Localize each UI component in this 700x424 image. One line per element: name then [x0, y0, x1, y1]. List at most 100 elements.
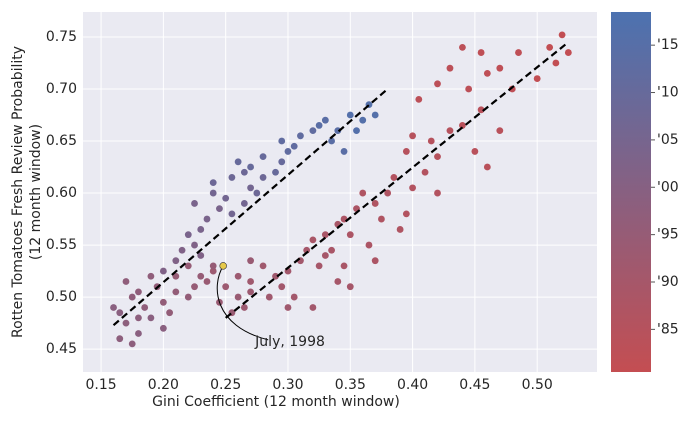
point — [116, 309, 124, 317]
point — [402, 148, 410, 155]
point — [197, 272, 205, 280]
colorbar-tick-label: '10 — [657, 85, 679, 101]
point — [446, 127, 454, 135]
point — [172, 272, 180, 280]
point — [159, 324, 167, 332]
annotation-arrow — [216, 265, 269, 341]
point — [546, 43, 554, 51]
point — [141, 304, 149, 311]
point — [378, 215, 385, 223]
point — [396, 226, 404, 233]
point — [259, 153, 267, 161]
point — [265, 293, 273, 301]
point — [135, 288, 142, 296]
point — [334, 278, 342, 285]
point — [197, 252, 205, 259]
point — [465, 85, 473, 93]
colorbar-tick-label: '95 — [657, 227, 679, 243]
point — [483, 163, 491, 171]
point — [309, 127, 317, 135]
point — [359, 116, 367, 124]
point — [359, 189, 367, 197]
point — [321, 116, 329, 124]
point — [496, 127, 504, 135]
point — [533, 75, 541, 82]
colorbar-tick-label: '00 — [657, 179, 679, 195]
y-axis-label: (12 month window) — [28, 124, 44, 260]
point — [247, 278, 254, 285]
point — [203, 215, 211, 223]
point — [191, 241, 198, 249]
x-tick-label: 0.15 — [85, 377, 116, 393]
point — [110, 304, 117, 311]
y-axis-label: Rotten Tomatoes Fresh Review Probability — [10, 46, 26, 338]
point — [228, 210, 236, 218]
point — [234, 293, 242, 301]
x-tick-label: 0.35 — [335, 377, 366, 393]
point — [390, 174, 398, 181]
point — [197, 226, 205, 233]
point — [209, 267, 217, 275]
point — [159, 298, 167, 306]
point — [434, 153, 441, 161]
colorbar-tick-label: '85 — [657, 321, 679, 337]
annotation-point — [219, 262, 227, 270]
trend-line — [112, 88, 389, 327]
point — [284, 304, 292, 311]
point — [184, 293, 192, 301]
point — [247, 288, 254, 296]
point — [409, 132, 416, 140]
point — [247, 163, 254, 171]
point — [191, 200, 198, 207]
point — [209, 262, 217, 270]
y-tick-label: 0.70 — [46, 81, 77, 97]
point — [321, 252, 329, 259]
point — [135, 330, 142, 337]
x-tick-label: 0.30 — [272, 377, 303, 393]
point — [340, 148, 348, 155]
point — [147, 272, 155, 280]
colorbar-tick-label: '15 — [657, 37, 679, 53]
point — [116, 335, 124, 343]
point — [290, 293, 298, 301]
point — [315, 122, 323, 129]
point — [328, 246, 335, 254]
point — [340, 262, 348, 270]
point — [122, 278, 130, 285]
y-tick-label: 0.60 — [46, 185, 77, 201]
point — [247, 184, 254, 192]
point — [234, 158, 242, 166]
point — [222, 194, 230, 202]
point — [564, 49, 572, 56]
point — [315, 262, 323, 270]
point — [353, 127, 360, 135]
point — [384, 189, 392, 197]
point — [515, 49, 522, 56]
point — [247, 257, 254, 265]
point — [278, 283, 286, 291]
point — [272, 272, 279, 280]
point — [309, 236, 317, 244]
point — [346, 283, 354, 291]
point — [259, 262, 267, 270]
point — [321, 231, 329, 239]
point — [147, 314, 155, 322]
point — [240, 168, 248, 176]
point — [178, 246, 186, 254]
x-tick-label: 0.45 — [459, 377, 490, 393]
point — [409, 184, 416, 192]
point — [483, 69, 491, 77]
annotation-text: July, 1998 — [254, 334, 325, 350]
point — [184, 262, 192, 270]
point — [552, 59, 560, 67]
point — [371, 257, 379, 265]
point — [290, 142, 298, 150]
y-tick-label: 0.50 — [46, 289, 77, 305]
point — [477, 49, 485, 56]
y-tick-label: 0.55 — [46, 237, 77, 253]
x-tick-label: 0.40 — [397, 377, 428, 393]
point — [278, 137, 286, 145]
point — [446, 64, 454, 72]
point — [309, 304, 317, 311]
point — [209, 189, 217, 197]
